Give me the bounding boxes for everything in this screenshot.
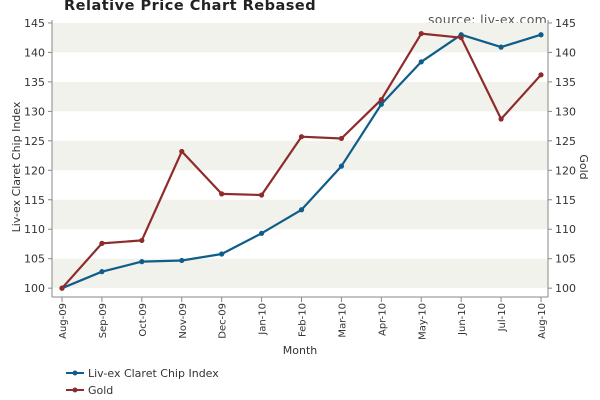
y-tick-label-left: 145 [24,17,45,30]
y-tick-label-left: 110 [24,223,45,236]
data-point-claret [139,259,145,265]
grid-band [52,81,548,112]
y-axis-title-left: Liv-ex Claret Chip Index [10,101,23,232]
data-point-gold [498,116,504,122]
x-tick-label: May-10 [417,303,428,340]
legend-item-gold[interactable]: Gold [66,382,113,398]
x-tick-label: Aug-10 [537,303,548,339]
data-point-gold [538,72,544,78]
x-tick-label: Dec-09 [218,303,229,339]
data-point-gold [298,134,305,140]
legend-item-claret[interactable]: Liv-ex Claret Chip Index [66,365,219,381]
x-tick-label: Apr-10 [377,303,388,336]
x-tick-label: Jul-10 [497,303,508,332]
x-tick-label: Mar-10 [337,303,348,338]
axes [48,20,552,302]
y-tick-label-left: 140 [24,46,45,59]
y-tick-label-right: 100 [555,282,576,295]
series-lines [59,30,544,291]
legend-label-claret: Liv-ex Claret Chip Index [88,366,219,380]
data-point-claret [99,269,105,275]
data-point-claret [179,257,185,264]
data-point-gold [378,96,384,103]
x-tick-label: Nov-09 [178,303,189,339]
data-point-claret [219,251,225,257]
grid-band [52,258,548,289]
y-tick-label-right: 130 [555,105,576,118]
legend-label-gold: Gold [88,383,114,397]
data-point-gold [418,30,424,37]
data-point-claret [538,32,544,38]
data-point-gold [99,240,105,246]
data-point-gold [179,148,185,155]
data-point-claret [418,59,424,65]
legend-swatch-gold-icon [66,385,84,395]
y-tick-label-right: 110 [555,223,576,236]
y-tick-label-right: 120 [555,164,576,177]
y-tick-label-right: 125 [555,135,576,148]
x-tick-label: Aug-09 [58,303,69,339]
legend-swatch-claret-icon [66,368,84,378]
tick-labels: 100 100 105 105 110 110 115 115 120 120 125 125 130 1… [24,17,576,340]
data-point-gold [59,285,65,291]
x-tick-label: Jan-10 [258,303,269,336]
y-tick-label-left: 130 [24,105,45,118]
grid-bands [52,22,548,289]
data-point-gold [338,135,345,142]
data-point-claret [498,44,504,50]
data-point-claret [338,163,345,169]
data-point-claret [258,230,265,236]
data-point-gold [258,192,265,198]
data-point-gold [458,35,464,41]
x-axis-title: Month [283,344,318,357]
y-tick-label-left: 135 [24,76,45,89]
x-tick-label: Oct-09 [138,303,149,337]
y-tick-label-right: 115 [555,194,576,207]
y-axis-title-right: Gold [577,154,590,179]
data-point-claret [298,207,305,213]
x-tick-label: Sep-09 [98,303,109,338]
y-tick-label-right: 135 [555,76,576,89]
y-tick-label-left: 115 [24,194,45,207]
y-tick-label-left: 105 [24,253,45,266]
y-tick-label-left: 120 [24,164,45,177]
chart-title: Relative Price Chart Rebased [64,0,317,14]
data-point-claret [378,101,384,107]
y-tick-label-right: 105 [555,253,576,266]
grid-band [52,199,548,230]
y-tick-label-left: 125 [24,135,45,148]
data-point-gold [219,191,225,197]
y-tick-label-right: 140 [555,46,576,59]
x-tick-label: Jun-10 [457,303,468,336]
x-tick-label: Feb-10 [298,303,309,337]
y-tick-label-right: 145 [555,17,576,30]
grid-band [52,140,548,171]
data-point-gold [139,237,145,244]
y-tick-label-left: 100 [24,282,45,295]
